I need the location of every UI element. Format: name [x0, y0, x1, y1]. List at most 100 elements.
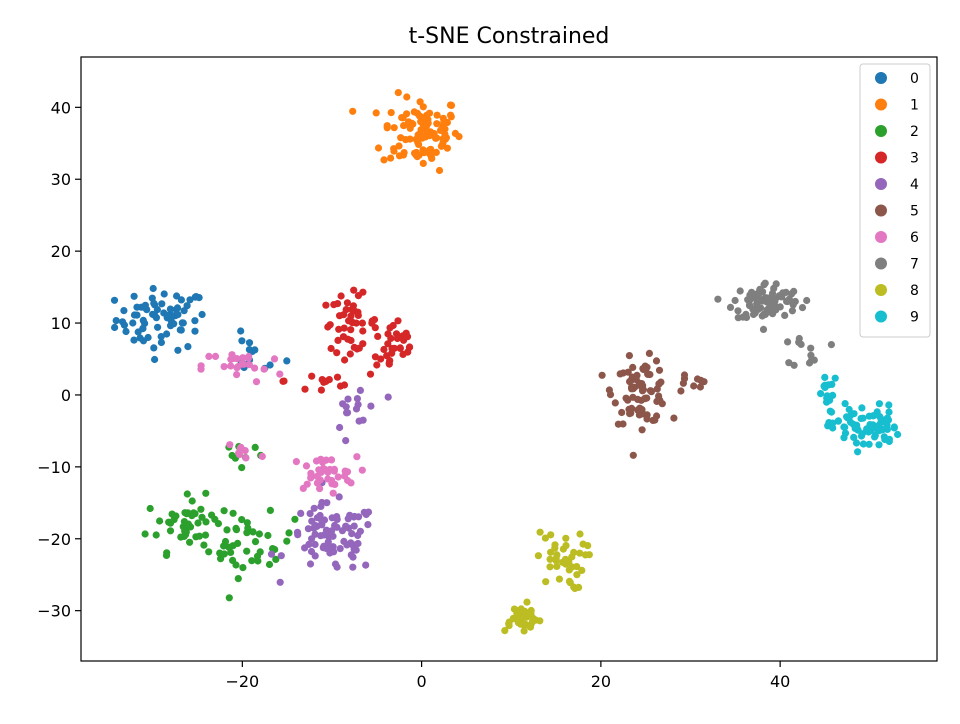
data-point: [214, 520, 222, 528]
data-point: [198, 513, 206, 521]
data-point: [364, 521, 372, 529]
data-point: [225, 594, 233, 602]
data-point: [395, 142, 403, 150]
data-point: [629, 363, 637, 371]
data-point: [305, 540, 313, 549]
data-point: [655, 380, 663, 388]
data-point: [876, 413, 884, 421]
data-point: [734, 314, 742, 322]
data-point: [344, 335, 352, 343]
data-point: [266, 361, 274, 369]
data-point: [334, 336, 342, 344]
data-point: [349, 107, 357, 115]
data-point: [152, 531, 160, 539]
data-point: [192, 293, 200, 301]
data-point: [238, 516, 246, 524]
data-point: [139, 316, 147, 324]
data-point: [736, 287, 744, 295]
data-point: [325, 376, 333, 384]
data-point: [129, 319, 137, 327]
data-point: [415, 140, 423, 148]
data-point: [336, 423, 344, 432]
data-point: [337, 292, 345, 300]
data-point: [576, 530, 584, 538]
y-axis: −30 −20 −10 0 10 20 30 40: [37, 98, 81, 621]
data-point: [584, 542, 592, 550]
data-point: [394, 317, 402, 325]
data-point: [245, 352, 253, 361]
data-point: [366, 370, 375, 378]
data-point: [890, 424, 898, 432]
data-point: [517, 613, 525, 622]
data-point: [841, 429, 850, 437]
data-point: [327, 456, 336, 464]
data-points: [110, 89, 902, 635]
data-point: [371, 324, 379, 332]
data-point: [232, 524, 240, 533]
data-point: [343, 468, 352, 476]
data-point: [403, 110, 411, 118]
legend-label: 4: [910, 177, 919, 193]
data-point: [238, 337, 246, 345]
data-point: [644, 370, 652, 378]
data-point: [403, 93, 411, 101]
data-point: [144, 333, 152, 342]
legend-marker: [875, 178, 887, 190]
data-point: [173, 304, 182, 312]
x-axis: −20 0 20 40: [225, 661, 790, 691]
data-point: [183, 490, 191, 498]
data-point: [358, 319, 366, 327]
data-point: [547, 531, 555, 539]
data-point: [826, 407, 834, 415]
data-point: [211, 352, 220, 360]
data-point: [120, 307, 128, 315]
data-point: [320, 516, 329, 524]
data-point: [256, 548, 264, 556]
data-point: [880, 418, 888, 426]
data-point: [350, 286, 358, 294]
data-point: [387, 154, 395, 162]
data-point: [742, 313, 751, 322]
data-point: [781, 311, 789, 319]
data-point: [362, 561, 370, 569]
data-point: [656, 396, 664, 404]
data-point: [374, 144, 383, 152]
data-point: [334, 473, 342, 481]
y-tick-label: 40: [51, 98, 71, 117]
data-point: [356, 386, 364, 394]
legend-label: 6: [910, 230, 919, 246]
data-point: [565, 577, 574, 586]
data-point: [265, 560, 274, 569]
series-4: [267, 386, 392, 586]
data-point: [237, 327, 245, 335]
data-point: [333, 563, 341, 571]
data-point: [292, 458, 300, 466]
data-point: [112, 317, 120, 325]
data-point: [714, 295, 722, 303]
data-point: [383, 352, 391, 360]
data-point: [824, 422, 832, 430]
legend-label: 7: [910, 257, 919, 273]
data-point: [387, 334, 395, 342]
data-point: [797, 340, 805, 348]
data-point: [251, 364, 259, 372]
data-point: [384, 393, 392, 401]
data-point: [805, 359, 814, 367]
data-point: [324, 323, 332, 331]
data-point: [869, 421, 877, 429]
data-point: [523, 598, 531, 606]
data-point: [228, 451, 236, 460]
data-point: [177, 296, 185, 304]
data-point: [283, 357, 291, 365]
data-point: [790, 287, 798, 295]
data-point: [585, 551, 593, 559]
data-point: [283, 537, 291, 545]
data-point: [174, 346, 182, 354]
data-point: [313, 472, 321, 480]
x-tick-label: 40: [770, 672, 790, 691]
data-point: [534, 552, 543, 560]
y-tick-label: 0: [61, 386, 71, 405]
series-6: [197, 351, 366, 497]
data-point: [834, 417, 843, 425]
